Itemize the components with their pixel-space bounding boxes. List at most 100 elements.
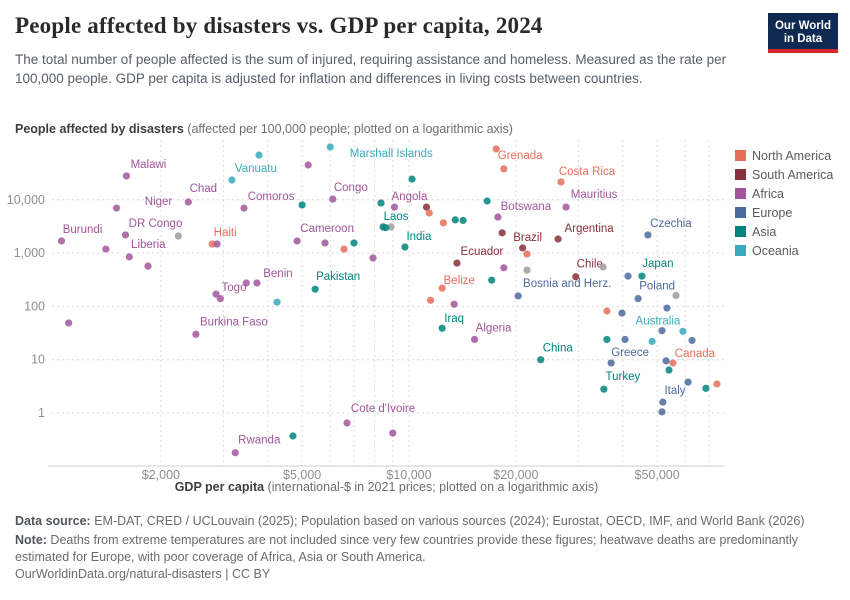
data-point-greece[interactable] — [607, 359, 615, 367]
data-point[interactable] — [618, 309, 626, 317]
data-point[interactable] — [523, 266, 531, 274]
data-point[interactable] — [298, 201, 306, 209]
data-point[interactable] — [273, 298, 281, 306]
legend-item-europe[interactable]: Europe — [735, 203, 833, 222]
data-point-brazil[interactable] — [519, 244, 527, 252]
data-point[interactable] — [603, 335, 611, 344]
data-point[interactable] — [688, 336, 696, 345]
owid-link[interactable]: OurWorldinData.org/natural-disasters — [15, 567, 222, 581]
data-point[interactable] — [289, 432, 297, 440]
legend-item-north-america[interactable]: North America — [735, 146, 833, 165]
data-point-costa-rica[interactable] — [557, 178, 565, 186]
data-point[interactable] — [426, 296, 435, 304]
data-point-mauritius[interactable] — [562, 203, 570, 211]
data-point-argentina[interactable] — [554, 235, 562, 243]
data-point[interactable] — [500, 165, 508, 173]
data-point[interactable] — [523, 250, 531, 258]
data-point[interactable] — [488, 276, 496, 284]
data-point-malawi[interactable] — [122, 172, 131, 180]
data-point[interactable] — [684, 378, 692, 386]
data-point-japan[interactable] — [638, 272, 646, 280]
data-point-china[interactable] — [537, 356, 545, 364]
data-point[interactable] — [662, 357, 670, 365]
data-point[interactable] — [599, 263, 607, 271]
data-point[interactable] — [483, 197, 491, 205]
data-point[interactable] — [408, 175, 416, 183]
data-point-rwanda[interactable] — [231, 449, 239, 457]
data-point-poland[interactable] — [634, 295, 642, 303]
data-point-dr-congo[interactable] — [121, 231, 130, 239]
data-point[interactable] — [663, 304, 671, 312]
data-point-chile[interactable] — [572, 273, 580, 281]
data-point-canada[interactable] — [669, 359, 677, 367]
data-point[interactable] — [382, 224, 390, 232]
data-point-bosnia-and-herz[interactable] — [514, 292, 522, 300]
data-point[interactable] — [648, 337, 656, 346]
data-point[interactable] — [672, 291, 680, 300]
data-point[interactable] — [451, 216, 459, 224]
data-point-benin[interactable] — [253, 279, 261, 287]
data-point-ecuador[interactable] — [453, 259, 461, 267]
data-point-belize[interactable] — [438, 284, 446, 292]
data-point-vanuatu[interactable] — [228, 176, 236, 184]
data-point-botswana[interactable] — [494, 213, 502, 221]
data-point-congo[interactable] — [329, 195, 337, 203]
legend-item-south-america[interactable]: South America — [735, 165, 833, 184]
data-point-australia[interactable] — [679, 327, 687, 335]
data-point[interactable] — [665, 366, 673, 374]
data-point[interactable] — [340, 245, 348, 253]
data-point-grenada[interactable] — [492, 145, 500, 153]
data-point[interactable] — [242, 279, 250, 287]
data-point[interactable] — [216, 295, 224, 303]
data-point[interactable] — [102, 245, 110, 253]
data-point[interactable] — [174, 232, 182, 240]
data-point-cote-d-ivoire[interactable] — [343, 419, 351, 427]
data-point-angola[interactable] — [390, 203, 399, 211]
data-point[interactable] — [621, 335, 629, 344]
data-point-czechia[interactable] — [644, 231, 652, 239]
data-point[interactable] — [500, 264, 508, 272]
data-point-italy[interactable] — [658, 408, 666, 416]
data-point[interactable] — [450, 300, 458, 308]
data-point[interactable] — [369, 254, 377, 262]
data-point-cameroon[interactable] — [293, 237, 301, 245]
data-point[interactable] — [624, 272, 632, 280]
data-point[interactable] — [255, 151, 263, 159]
data-point-india[interactable] — [401, 243, 409, 251]
legend-item-asia[interactable]: Asia — [735, 222, 833, 241]
data-point[interactable] — [603, 307, 611, 315]
data-point[interactable] — [422, 203, 431, 211]
data-point[interactable] — [389, 429, 397, 437]
country-label-laos: Laos — [384, 211, 409, 223]
data-point[interactable] — [439, 219, 448, 227]
data-point[interactable] — [350, 239, 358, 247]
data-point[interactable] — [377, 199, 385, 207]
data-point[interactable] — [713, 380, 721, 388]
data-point[interactable] — [321, 239, 329, 247]
data-point[interactable] — [213, 240, 221, 248]
data-point[interactable] — [658, 327, 666, 335]
data-point[interactable] — [304, 161, 312, 169]
data-point[interactable] — [65, 319, 73, 327]
data-point-burundi[interactable] — [57, 237, 66, 245]
legend-item-oceania[interactable]: Oceania — [735, 241, 833, 260]
data-point-chad[interactable] — [184, 198, 192, 206]
legend-item-africa[interactable]: Africa — [735, 184, 833, 203]
data-point[interactable] — [387, 223, 395, 231]
data-point-turkey[interactable] — [600, 385, 608, 393]
data-point-algeria[interactable] — [470, 335, 479, 344]
data-point-togo[interactable] — [212, 290, 220, 298]
data-point-burkina-faso[interactable] — [192, 330, 200, 338]
data-point-liberia[interactable] — [125, 253, 133, 261]
data-point[interactable] — [498, 229, 506, 237]
data-point-pakistan[interactable] — [311, 285, 319, 293]
data-point[interactable] — [459, 216, 467, 225]
data-point[interactable] — [425, 209, 433, 217]
data-point-iraq[interactable] — [438, 324, 446, 332]
data-point-comoros[interactable] — [240, 204, 248, 212]
data-point-marshall-islands[interactable] — [326, 143, 334, 151]
data-point[interactable] — [702, 384, 710, 392]
data-point-niger[interactable] — [112, 204, 121, 212]
data-point[interactable] — [659, 398, 667, 406]
data-point[interactable] — [144, 262, 152, 270]
